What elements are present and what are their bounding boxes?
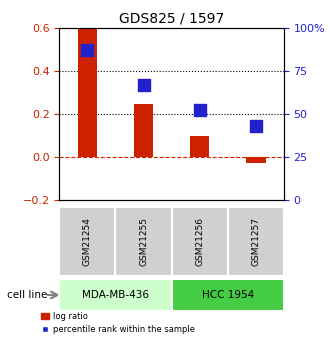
Bar	[190, 137, 210, 157]
Point	[253, 123, 258, 129]
Text: GSM21257: GSM21257	[251, 217, 260, 266]
Point	[85, 47, 90, 53]
Point	[197, 108, 202, 113]
Bar	[246, 157, 266, 164]
Text: GSM21254: GSM21254	[83, 217, 92, 266]
Text: HCC 1954: HCC 1954	[202, 290, 254, 300]
Bar	[78, 29, 97, 157]
Text: MDA-MB-436: MDA-MB-436	[82, 290, 149, 300]
Bar	[134, 104, 153, 157]
Text: GSM21255: GSM21255	[139, 217, 148, 266]
Legend: log ratio, percentile rank within the sample: log ratio, percentile rank within the sa…	[37, 308, 198, 337]
Text: GSM21256: GSM21256	[195, 217, 204, 266]
Text: cell line: cell line	[7, 290, 47, 300]
Point	[141, 82, 146, 87]
Title: GDS825 / 1597: GDS825 / 1597	[119, 11, 224, 25]
